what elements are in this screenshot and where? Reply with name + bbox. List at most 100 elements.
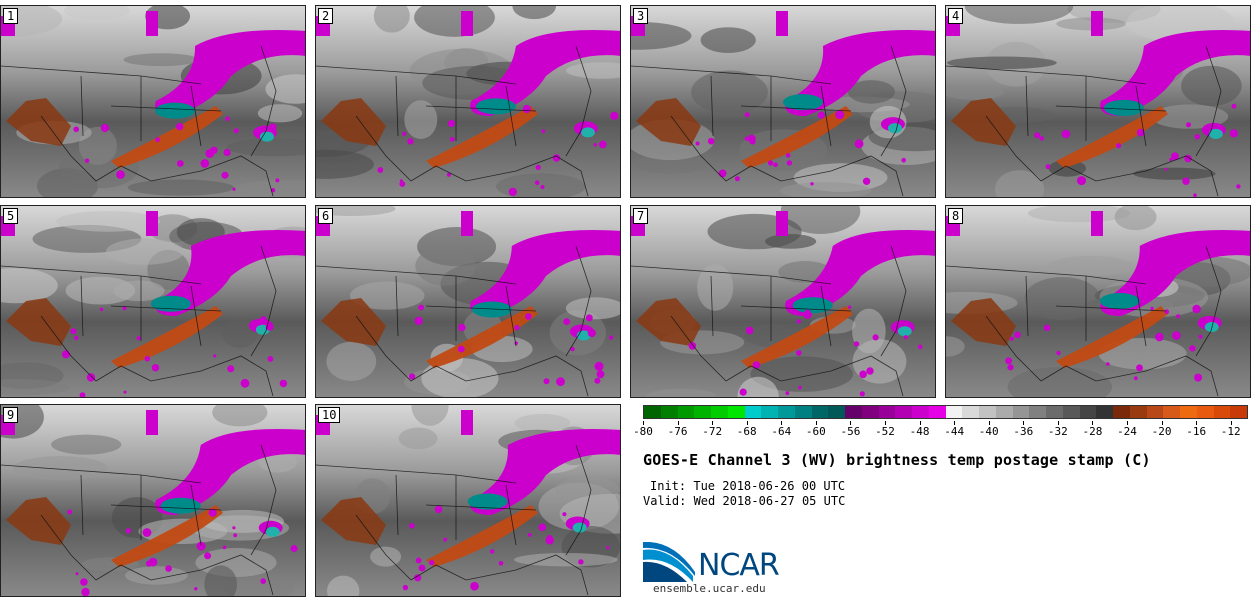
colorbar-tick (677, 421, 679, 425)
colorbar-tick (1230, 421, 1232, 425)
colorbar-ticks: -80 -76 -72 -68 -64 -60 -56 -52 -48 -44 -40 -36 -32 -… (633, 421, 1248, 441)
colorbar-tick-label: -24 (1117, 425, 1137, 438)
colorbar-tick (1092, 421, 1094, 425)
colorbar-swatch (928, 406, 946, 418)
colorbar-tick-label: -64 (771, 425, 792, 438)
panel-number: 9 (3, 407, 19, 423)
colorbar-swatch (895, 406, 912, 418)
colorbar-tick (919, 421, 921, 425)
logo-wordmark: NCAR (698, 548, 780, 583)
colorbar-tick (643, 421, 644, 425)
colorbar-tick (781, 421, 783, 425)
colorbar-tick-label: -76 (667, 425, 688, 438)
member-panel: 6 (315, 205, 621, 398)
colorbar-tick-label: -16 (1186, 425, 1207, 438)
colorbar-swatch (677, 406, 695, 418)
member-panel: 7 (630, 205, 936, 398)
colorbar-swatch (861, 406, 879, 418)
colorbar-swatch (878, 406, 896, 418)
colorbar-swatch (1129, 406, 1147, 418)
panel-number: 1 (3, 8, 19, 24)
colorbar-swatch (644, 406, 661, 418)
colorbar-swatch (694, 406, 711, 418)
member-panel: 8 (945, 205, 1251, 398)
colorbar-swatch (711, 406, 728, 418)
ncar-logo-icon (643, 542, 695, 582)
init-time: Init: Tue 2018-06-26 00 UTC (650, 479, 846, 493)
colorbar-swatch (1029, 406, 1046, 418)
colorbar-tick-label: -72 (702, 425, 723, 438)
colorbar-swatch (1180, 406, 1197, 418)
colorbar-swatch (1062, 406, 1080, 418)
colorbar-tick (1023, 421, 1025, 425)
member-panel: 2 (315, 5, 621, 198)
colorbar-swatch (660, 406, 678, 418)
panel-number: 10 (318, 407, 341, 423)
colorbar-tick (988, 421, 990, 425)
colorbar-swatch (1213, 406, 1231, 418)
colorbar-tick-label: -32 (1047, 425, 1068, 438)
colorbar-tick-label: -80 (633, 425, 653, 438)
colorbar-tick (850, 421, 852, 425)
colorbar-tick (1161, 421, 1163, 425)
colorbar-tick (885, 421, 886, 425)
valid-time: Valid: Wed 2018-06-27 05 UTC (643, 494, 846, 508)
colorbar-tick-label: -48 (909, 425, 930, 438)
colorbar-swatch (845, 406, 862, 418)
colorbar-tick (712, 421, 714, 425)
panel-number: 6 (318, 208, 334, 224)
member-panel: 4 (945, 5, 1251, 198)
colorbar-tick-label: -28 (1082, 425, 1103, 438)
colorbar-swatch (962, 406, 979, 418)
panel-number: 3 (633, 8, 649, 24)
colorbar-swatch (727, 406, 745, 418)
panel-number: 8 (948, 208, 964, 224)
member-panel: 9 (0, 404, 306, 597)
colorbar-swatch (979, 406, 996, 418)
colorbar-tick (1196, 421, 1198, 425)
colorbar (643, 405, 1248, 419)
member-panel: 1 (0, 5, 306, 198)
colorbar-swatch (1096, 406, 1113, 418)
member-panel: 10 (315, 404, 621, 597)
figure-title: GOES-E Channel 3 (WV) brightness temp po… (643, 451, 1151, 469)
colorbar-swatch (1230, 406, 1247, 418)
colorbar-tick (815, 421, 817, 425)
colorbar-swatch (1012, 406, 1030, 418)
colorbar-tick (1127, 421, 1128, 425)
colorbar-tick-label: -20 (1151, 425, 1172, 438)
member-panel: 5 (0, 205, 306, 398)
panel-number: 5 (3, 208, 19, 224)
colorbar-swatch (761, 406, 778, 418)
panel-number: 7 (633, 208, 649, 224)
colorbar-tick-label: -36 (1013, 425, 1034, 438)
logo-url: ensemble.ucar.edu (653, 582, 766, 595)
panel-number: 4 (948, 8, 964, 24)
member-panel: 3 (630, 5, 936, 198)
colorbar-tick-label: -60 (805, 425, 826, 438)
colorbar-swatch (778, 406, 795, 418)
colorbar-swatch (945, 406, 963, 418)
colorbar-swatch (1196, 406, 1214, 418)
colorbar-tick-label: -56 (840, 425, 861, 438)
colorbar-swatch (995, 406, 1013, 418)
colorbar-swatch (1079, 406, 1097, 418)
colorbar-swatch (1163, 406, 1180, 418)
colorbar-swatch (1046, 406, 1063, 418)
colorbar-tick-label: -44 (944, 425, 965, 438)
panel-number: 2 (318, 8, 334, 24)
colorbar-tick (954, 421, 956, 425)
colorbar-swatch (744, 406, 762, 418)
colorbar-swatch (1113, 406, 1130, 418)
colorbar-swatch (912, 406, 929, 418)
colorbar-swatch (828, 406, 845, 418)
colorbar-tick (1057, 421, 1059, 425)
colorbar-tick (746, 421, 748, 425)
colorbar-swatch (794, 406, 812, 418)
colorbar-tick-label: -12 (1220, 425, 1241, 438)
colorbar-swatch (1146, 406, 1164, 418)
colorbar-tick-label: -40 (978, 425, 999, 438)
colorbar-tick-label: -52 (875, 425, 895, 438)
colorbar-tick-label: -68 (736, 425, 757, 438)
colorbar-swatch (811, 406, 829, 418)
